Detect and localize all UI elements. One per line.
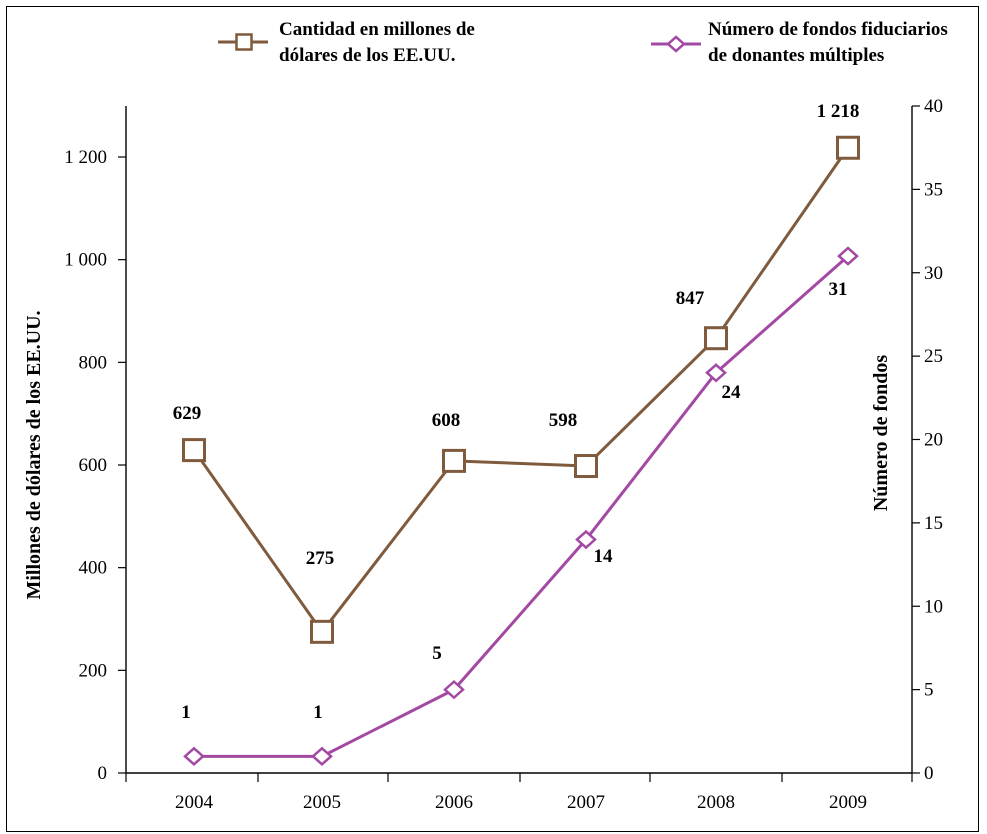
data-label-amount: 629 — [173, 403, 202, 424]
legend-label-amount-line2: dólares de los EE.UU. — [279, 45, 455, 66]
square-marker — [704, 326, 728, 351]
data-label-amount: 847 — [676, 288, 705, 309]
square-marker — [442, 448, 466, 473]
chart-frame — [6, 6, 979, 832]
right-tick-label: 35 — [924, 179, 943, 200]
diamond-marker — [837, 246, 859, 266]
right-tick-label: 5 — [924, 680, 934, 701]
left-tick-label: 200 — [79, 660, 108, 681]
square-marker — [836, 135, 860, 160]
right-tick-label: 15 — [924, 513, 943, 534]
data-label-amount: 598 — [549, 410, 578, 431]
right-tick-label: 20 — [924, 430, 943, 451]
left-tick-label: 600 — [79, 455, 108, 476]
left-tick-label: 1 200 — [64, 147, 107, 168]
left-tick-label: 1 000 — [64, 250, 107, 271]
square-marker — [574, 454, 598, 479]
data-label-funds: 5 — [432, 643, 442, 664]
square-marker — [310, 619, 334, 644]
data-label-funds: 24 — [722, 382, 742, 403]
right-tick-label: 0 — [924, 763, 934, 784]
x-tick-label: 2004 — [175, 792, 214, 813]
series-line-amount — [192, 146, 850, 635]
diamond-marker — [183, 746, 205, 766]
x-tick-label: 2007 — [567, 792, 605, 813]
data-label-amount: 275 — [306, 548, 335, 569]
right-tick-label: 30 — [924, 263, 943, 284]
x-tick-label: 2009 — [829, 792, 867, 813]
x-tick-label: 2005 — [303, 792, 341, 813]
diamond-marker — [443, 679, 465, 700]
data-label-amount: 608 — [432, 410, 461, 431]
data-label-funds: 14 — [594, 546, 614, 567]
legend-label-amount-line1: Cantidad en millones de — [279, 19, 475, 40]
left-tick-label: 0 — [98, 763, 108, 784]
right-tick-label: 40 — [924, 96, 943, 117]
legend-label-funds-line2: de donantes múltiples — [708, 45, 884, 66]
left-tick-label: 400 — [79, 558, 108, 579]
x-tick-label: 2008 — [697, 792, 735, 813]
legend-diamond-marker — [666, 35, 686, 53]
left-tick-label: 800 — [79, 352, 108, 373]
data-label-funds: 1 — [181, 702, 191, 723]
data-label-amount: 1 218 — [817, 101, 860, 122]
series-line-funds — [194, 254, 849, 758]
square-marker — [182, 438, 206, 463]
legend-square-marker — [235, 33, 253, 51]
data-label-funds: 1 — [313, 702, 323, 723]
left-axis-title: Millones de dólares de los EE.UU. — [23, 310, 45, 599]
diamond-marker — [311, 746, 333, 766]
legend-label-funds-line1: Número de fondos fiduciarios — [708, 19, 948, 40]
right-tick-label: 10 — [924, 596, 943, 617]
diamond-marker — [575, 529, 597, 550]
right-tick-label: 25 — [924, 346, 943, 367]
right-axis-title: Número de fondos — [870, 355, 892, 512]
diamond-marker — [705, 363, 727, 383]
x-tick-label: 2006 — [435, 792, 473, 813]
data-label-funds: 31 — [829, 279, 848, 300]
